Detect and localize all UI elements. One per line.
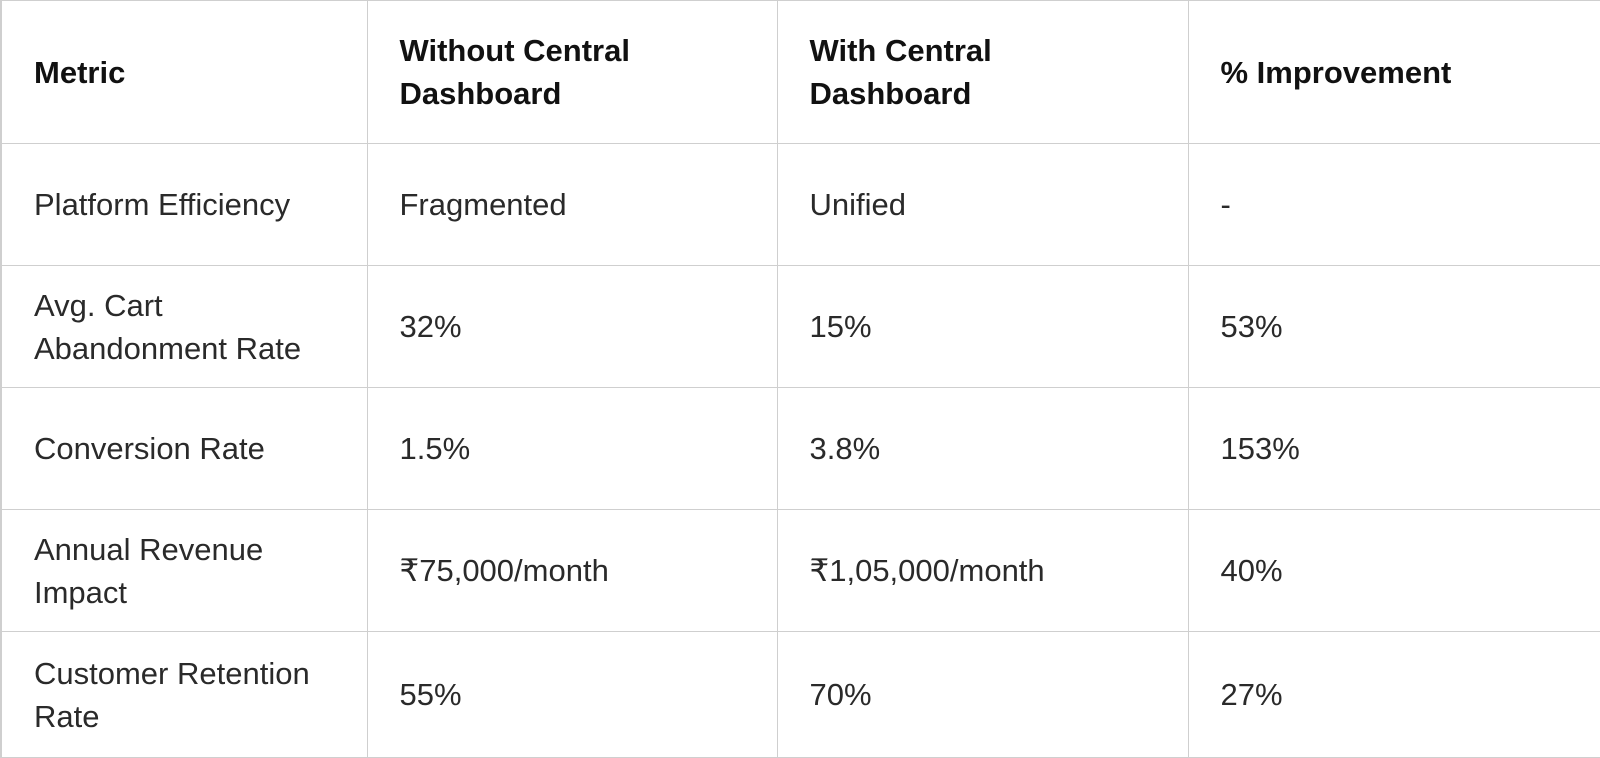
metric-cell: Platform Efficiency <box>0 143 368 266</box>
improvement-cell: 153% <box>1187 387 1600 510</box>
table-row: Annual Revenue Impact ₹75,000/month ₹1,0… <box>0 509 1600 632</box>
improvement-cell: - <box>1187 143 1600 266</box>
without-cell: 55% <box>366 631 778 758</box>
with-cell: 70% <box>776 631 1189 758</box>
metric-cell: Annual Revenue Impact <box>0 509 368 632</box>
header-with-central-dashboard: With Central Dashboard <box>776 0 1189 144</box>
table-row: Conversion Rate 1.5% 3.8% 153% <box>0 387 1600 510</box>
header-without-central-dashboard: Without Central Dashboard <box>366 0 778 144</box>
header-row: Metric Without Central Dashboard With Ce… <box>0 0 1600 144</box>
improvement-cell: 53% <box>1187 265 1600 388</box>
table-body: Platform Efficiency Fragmented Unified -… <box>0 143 1600 758</box>
improvement-cell: 40% <box>1187 509 1600 632</box>
header-improvement: % Improvement <box>1187 0 1600 144</box>
without-cell: 32% <box>366 265 778 388</box>
header-metric: Metric <box>0 0 368 144</box>
without-cell: 1.5% <box>366 387 778 510</box>
without-cell: ₹75,000/month <box>366 509 778 632</box>
metric-cell: Customer Retention Rate <box>0 631 368 758</box>
metric-cell: Avg. Cart Abandonment Rate <box>0 265 368 388</box>
without-cell: Fragmented <box>366 143 778 266</box>
table-row: Avg. Cart Abandonment Rate 32% 15% 53% <box>0 265 1600 388</box>
with-cell: 3.8% <box>776 387 1189 510</box>
table-header: Metric Without Central Dashboard With Ce… <box>0 0 1600 144</box>
with-cell: ₹1,05,000/month <box>776 509 1189 632</box>
with-cell: 15% <box>776 265 1189 388</box>
with-cell: Unified <box>776 143 1189 266</box>
metric-cell: Conversion Rate <box>0 387 368 510</box>
table-row: Customer Retention Rate 55% 70% 27% <box>0 631 1600 758</box>
improvement-cell: 27% <box>1187 631 1600 758</box>
table-row: Platform Efficiency Fragmented Unified - <box>0 143 1600 266</box>
